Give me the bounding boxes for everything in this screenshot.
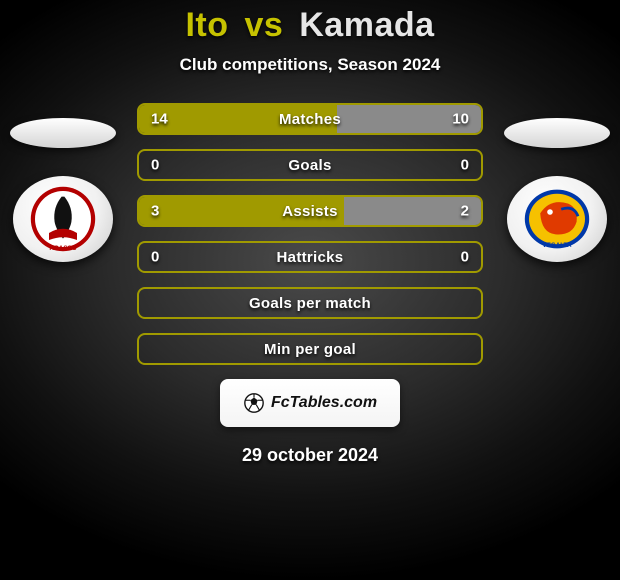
- team-left-badge: ROASSO: [13, 176, 113, 262]
- title-vs: vs: [244, 6, 283, 44]
- player-pill-left: [10, 118, 116, 148]
- soccer-ball-icon: [243, 392, 265, 414]
- team-right-area: VEGALTA: [502, 118, 612, 262]
- content: Ito vs Kamada Club competitions, Season …: [0, 0, 620, 580]
- page-title: Ito vs Kamada: [0, 6, 620, 45]
- title-player-left: Ito: [185, 6, 228, 44]
- stat-value-left: 0: [151, 249, 159, 266]
- subtitle: Club competitions, Season 2024: [0, 55, 620, 75]
- date-text: 29 october 2024: [0, 445, 620, 466]
- stat-label: Assists: [282, 203, 337, 220]
- stat-label: Matches: [279, 111, 341, 128]
- stat-row: 3 Assists 2: [137, 195, 483, 227]
- team-left-area: ROASSO: [8, 118, 118, 262]
- footer-site-text: FcTables.com: [271, 394, 377, 412]
- stat-label: Hattricks: [277, 249, 344, 266]
- title-player-right: Kamada: [299, 6, 434, 44]
- stat-value-right: 2: [461, 203, 469, 220]
- stat-row: 14 Matches 10: [137, 103, 483, 135]
- stat-value-right: 0: [461, 157, 469, 174]
- stat-value-left: 3: [151, 203, 159, 220]
- svg-text:VEGALTA: VEGALTA: [542, 242, 572, 249]
- team-right-badge: VEGALTA: [507, 176, 607, 262]
- stat-row: 0 Hattricks 0: [137, 241, 483, 273]
- stat-label: Goals: [288, 157, 331, 174]
- stat-value-right: 0: [461, 249, 469, 266]
- team-left-crest-icon: ROASSO: [24, 184, 102, 254]
- stat-row: Min per goal: [137, 333, 483, 365]
- stat-label: Min per goal: [264, 341, 356, 358]
- stat-value-right: 10: [452, 111, 469, 128]
- player-pill-right: [504, 118, 610, 148]
- stat-rows: 14 Matches 10 0 Goals 0 3 Assists 2 0 Hattricks 0 Go…: [137, 103, 483, 365]
- stat-label: Goals per match: [249, 295, 371, 312]
- stat-row: Goals per match: [137, 287, 483, 319]
- footer-site-badge: FcTables.com: [220, 379, 400, 427]
- team-right-crest-icon: VEGALTA: [518, 184, 596, 254]
- stat-value-left: 0: [151, 157, 159, 174]
- stat-value-left: 14: [151, 111, 168, 128]
- stat-row: 0 Goals 0: [137, 149, 483, 181]
- svg-text:ROASSO: ROASSO: [49, 245, 76, 252]
